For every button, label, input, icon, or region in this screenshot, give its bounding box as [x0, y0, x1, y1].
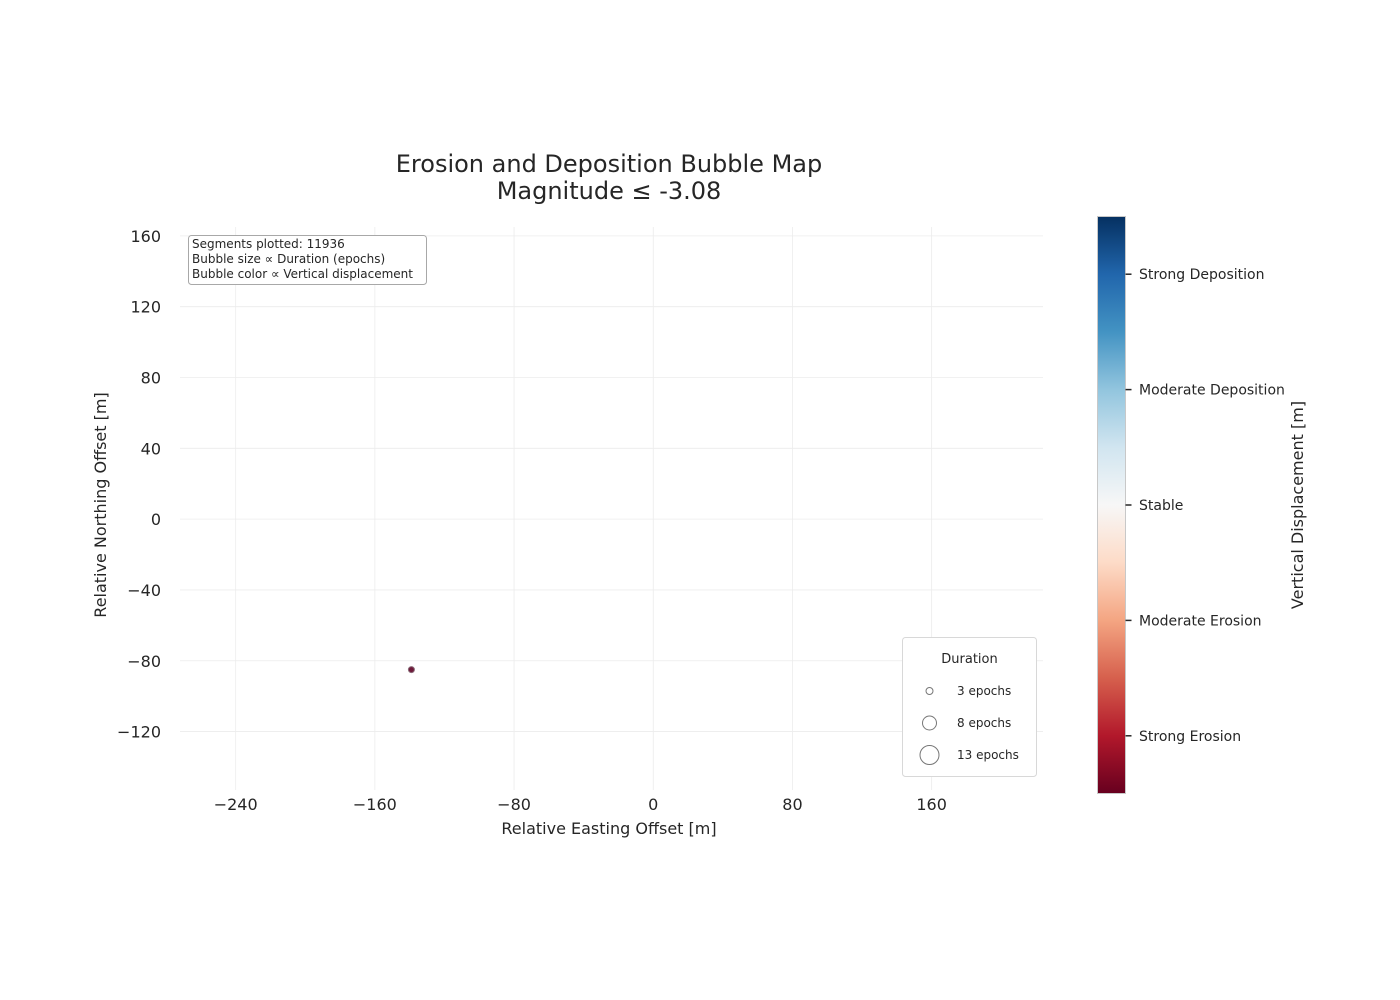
x-axis-label: Relative Easting Offset [m] [501, 819, 716, 838]
x-tick-label: −160 [353, 795, 397, 814]
annotation-line-2: Bubble size ∝ Duration (epochs) [192, 252, 385, 266]
chart-title-group: Erosion and Deposition Bubble Map Magnit… [396, 150, 822, 205]
x-tick-label: 80 [782, 795, 802, 814]
annotation-line-1: Segments plotted: 11936 [192, 237, 345, 251]
x-tick-label: 160 [916, 795, 947, 814]
annotation-box: Segments plotted: 11936 Bubble size ∝ Du… [188, 235, 427, 285]
x-axis-ticks: −240 −160 −80 0 80 160 [214, 795, 947, 814]
y-tick-label: 160 [130, 227, 161, 246]
chart-subtitle: Magnitude ≤ -3.08 [497, 177, 722, 205]
annotation-box-frame [188, 235, 427, 285]
colorbar-tick-label: Strong Erosion [1139, 729, 1241, 745]
legend-frame [902, 637, 1037, 777]
chart-title: Erosion and Deposition Bubble Map [396, 150, 822, 178]
legend-entries: 3 epochs 8 epochs 13 epochs [919, 684, 1019, 765]
y-tick-label: 0 [151, 510, 161, 529]
legend-label: 13 epochs [957, 748, 1019, 762]
y-axis-label: Relative Northing Offset [m] [91, 392, 110, 617]
legend-title: Duration [941, 652, 997, 667]
legend-marker [919, 745, 940, 765]
legend-marker [922, 715, 937, 731]
colorbar: Strong Deposition Moderate Deposition Stab… [1097, 216, 1307, 794]
y-tick-label: 80 [141, 368, 161, 387]
colorbar-tick-label: Stable [1139, 498, 1183, 514]
colorbar-gradient [1097, 216, 1126, 794]
y-axis-ticks: 160 120 80 40 0 −40 −80 −120 [117, 227, 161, 742]
bubble-point [407, 666, 415, 674]
colorbar-ticks: Strong Deposition Moderate Deposition Stab… [1125, 267, 1285, 745]
colorbar-tick-label: Moderate Deposition [1139, 383, 1285, 399]
x-tick-label: −80 [497, 795, 531, 814]
y-tick-label: −80 [127, 652, 161, 671]
y-tick-label: −40 [127, 581, 161, 600]
y-tick-label: 120 [130, 298, 161, 317]
duration-legend: Duration 3 epochs 8 epochs 13 epochs [902, 637, 1037, 777]
legend-label: 8 epochs [957, 716, 1011, 730]
y-tick-label: 40 [141, 439, 161, 458]
x-tick-label: −240 [214, 795, 258, 814]
bubble-points [407, 666, 415, 674]
grid-lines [180, 227, 1043, 790]
x-tick-label: 0 [648, 795, 658, 814]
legend-marker [925, 687, 934, 695]
annotation-line-3: Bubble color ∝ Vertical displacement [192, 267, 413, 281]
colorbar-tick-label: Strong Deposition [1139, 267, 1264, 283]
y-tick-label: −120 [117, 723, 161, 742]
legend-label: 3 epochs [957, 684, 1011, 698]
colorbar-tick-label: Moderate Erosion [1139, 613, 1262, 629]
colorbar-label: Vertical Displacement [m] [1288, 401, 1307, 609]
